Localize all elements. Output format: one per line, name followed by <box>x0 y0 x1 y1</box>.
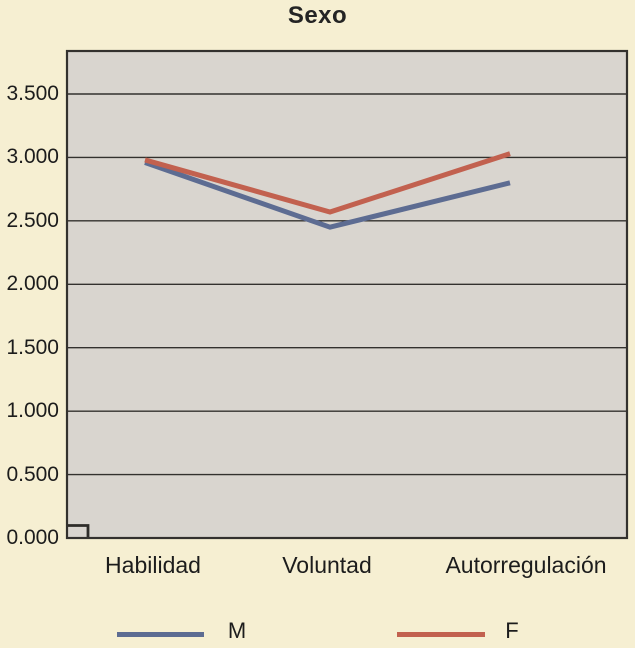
x-category-label: Voluntad <box>282 552 372 578</box>
legend-label-f: F <box>505 618 519 643</box>
legend-swatch-f <box>397 632 485 637</box>
series-line-m <box>144 160 511 230</box>
y-tick-label: 0.500 <box>6 462 59 486</box>
legend-swatch-m <box>117 632 204 637</box>
y-tick-label: 0.000 <box>6 526 59 549</box>
y-tick-label: 1.000 <box>6 399 59 423</box>
plot-border <box>65 49 629 540</box>
y-tick-label: 3.500 <box>6 82 59 105</box>
y-tick-label: 1.500 <box>6 335 59 359</box>
x-category-label: Habilidad <box>105 552 201 578</box>
origin-box-artifact <box>67 524 90 538</box>
y-tick-label: 2.500 <box>6 208 59 232</box>
y-tick-label: 3.000 <box>6 145 59 169</box>
chart-title: Sexo <box>287 2 348 29</box>
y-tick-label: 2.000 <box>6 272 59 296</box>
series-line-f <box>144 151 511 215</box>
legend-label-m: M <box>227 618 247 643</box>
x-category-label: Autorregulación <box>445 552 607 578</box>
plot-background <box>67 51 627 538</box>
